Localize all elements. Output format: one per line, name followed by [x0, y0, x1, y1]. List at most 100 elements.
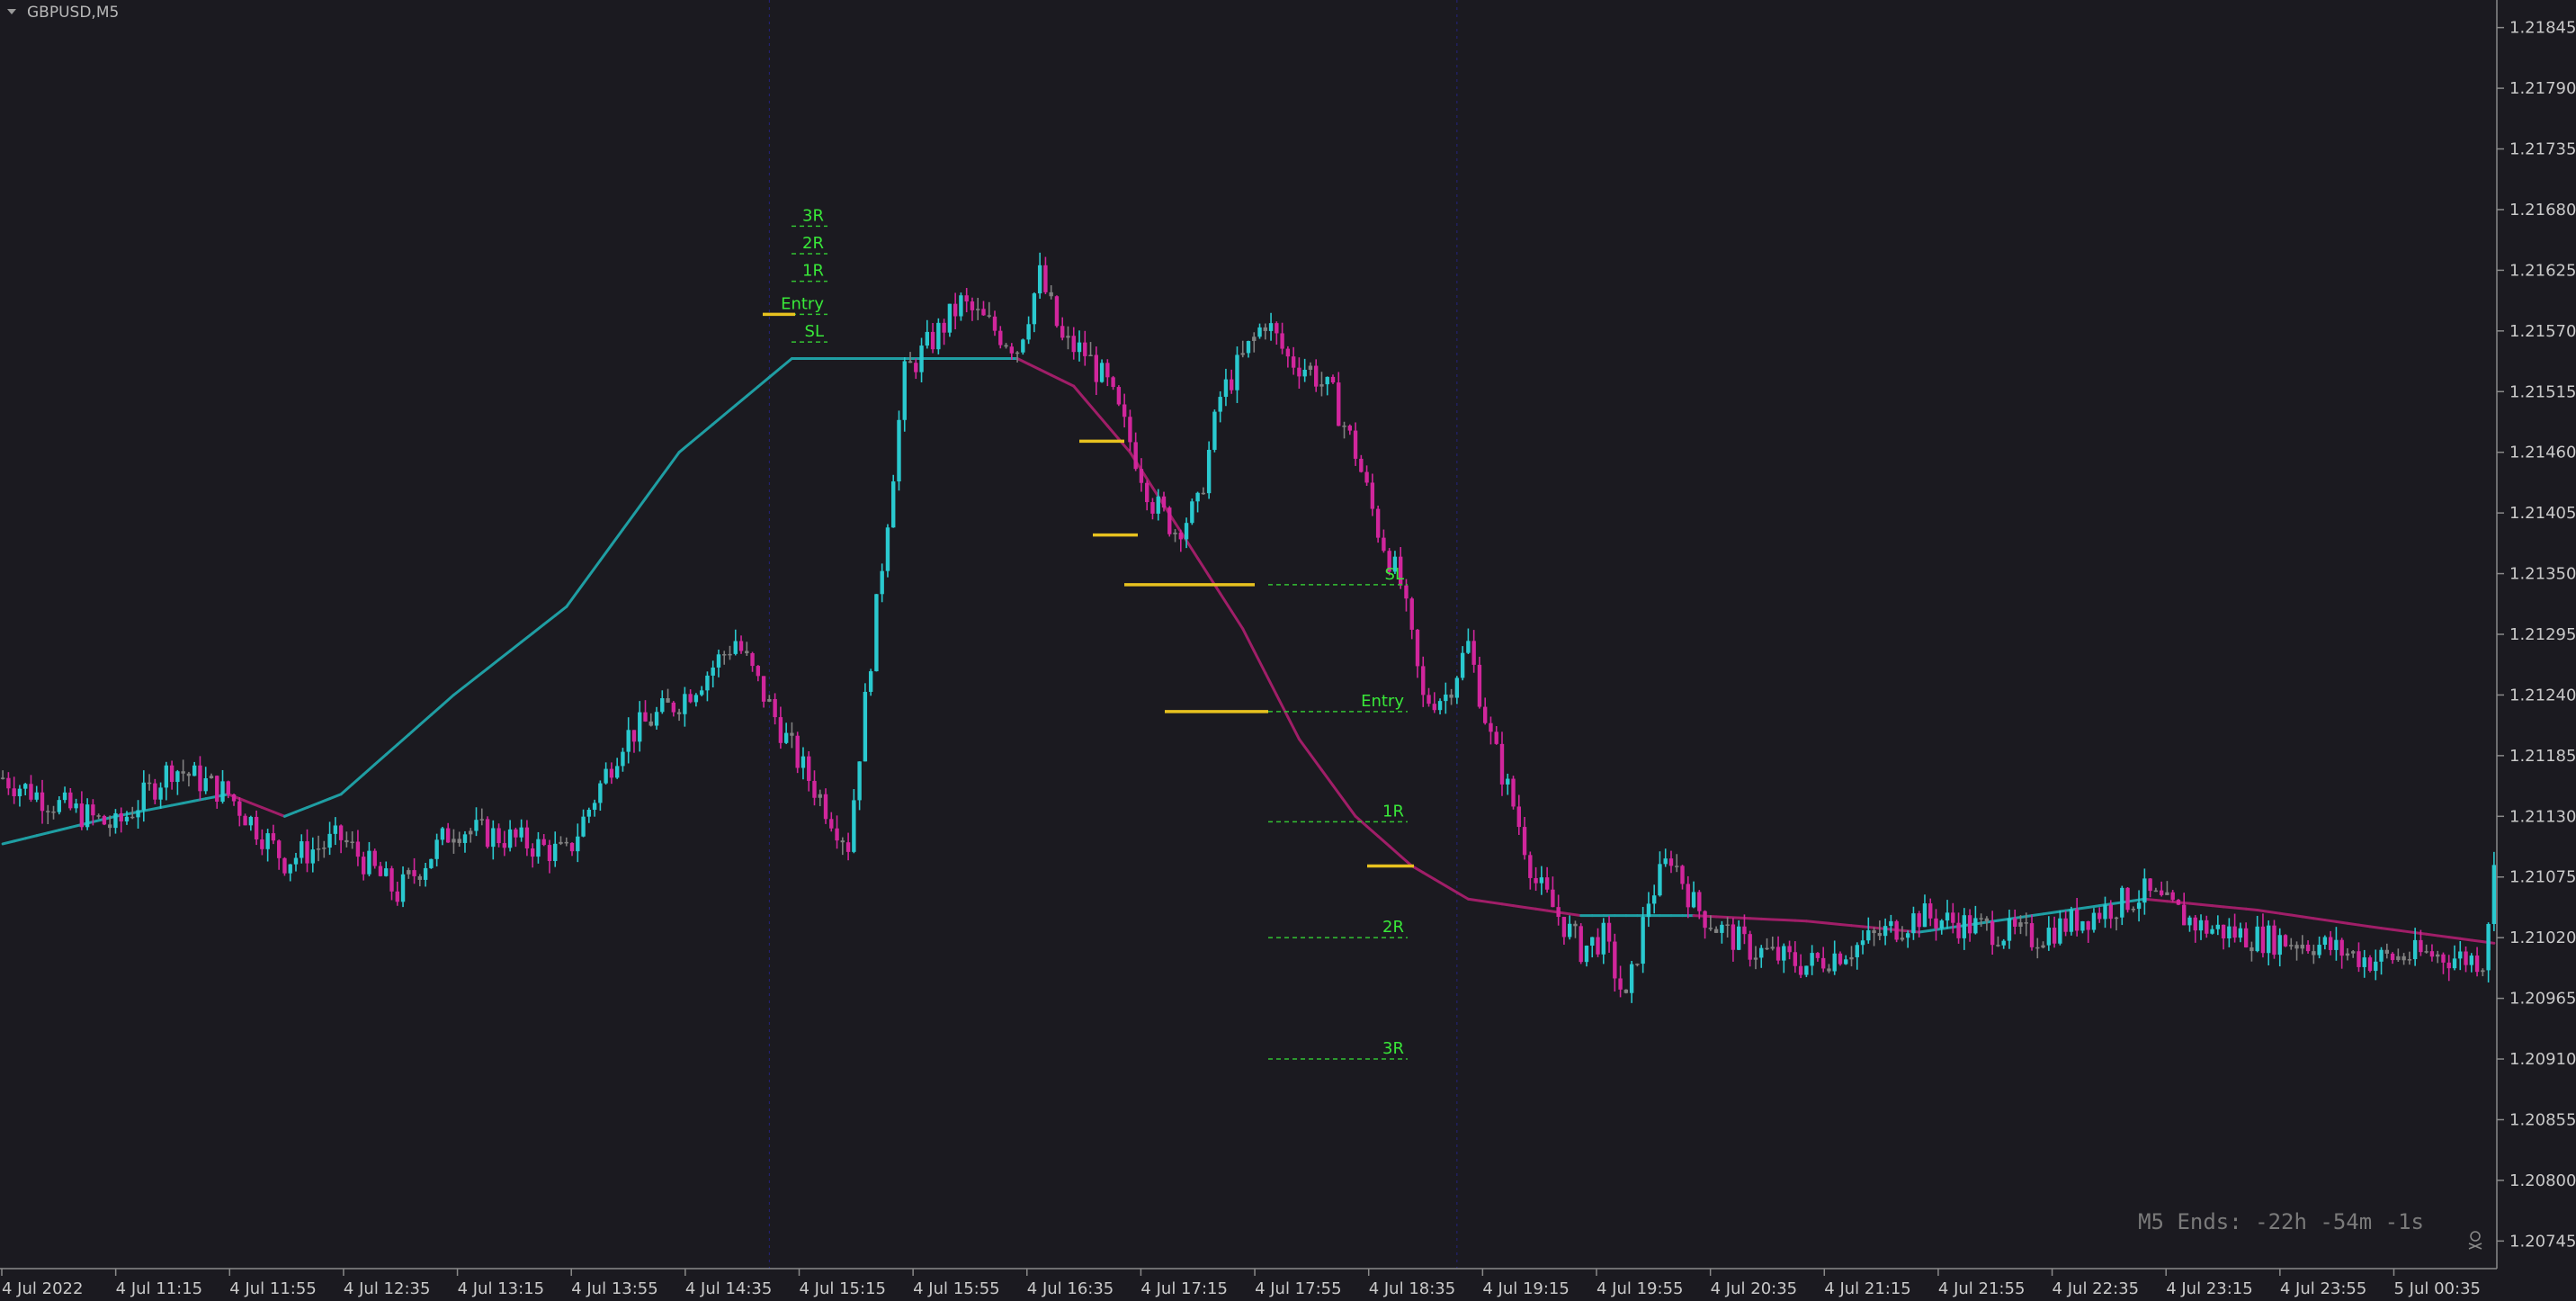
candle-body	[1494, 731, 1498, 744]
candle-body	[530, 848, 535, 857]
candle-body	[1437, 701, 1443, 711]
candle-body	[1347, 426, 1352, 431]
trade-level-label: Entry	[781, 294, 824, 313]
candle-body	[1928, 903, 1933, 919]
candle-body	[1178, 533, 1183, 540]
dropdown-triangle-icon[interactable]	[7, 9, 16, 14]
candle-body	[254, 816, 259, 839]
ma-segment	[373, 753, 388, 767]
candle-body	[1489, 722, 1493, 732]
candle-body	[959, 295, 963, 317]
candle-body	[2328, 937, 2333, 950]
candle-body	[40, 792, 45, 812]
ma-segment	[2458, 937, 2473, 942]
candle-body	[1145, 482, 1149, 503]
candle-body	[2289, 945, 2294, 947]
ma-segment	[1804, 920, 1820, 924]
candle-body	[1804, 965, 1809, 975]
ma-segment	[576, 574, 591, 593]
candle-body	[2491, 865, 2497, 924]
candle-body	[1911, 913, 1916, 934]
candle-body	[818, 794, 822, 798]
candle-body	[547, 845, 552, 862]
candle-body	[2001, 940, 2006, 946]
candle-body	[930, 331, 935, 350]
candle-body	[6, 777, 11, 789]
candle-body	[1161, 496, 1167, 508]
price-axis[interactable]: 1.21845 1.21790 1.21735 1.21680 1.21625 1.215…	[2497, 19, 2576, 1252]
candle-body	[1308, 365, 1313, 370]
candle-body	[1810, 953, 1814, 966]
ma-segment	[1264, 671, 1278, 696]
symbol-header[interactable]: GBPUSD,M5	[7, 4, 119, 22]
ma-segment	[1489, 901, 1504, 906]
candle-body	[2103, 904, 2107, 920]
candle-body	[987, 315, 991, 317]
candle-body	[1252, 336, 1257, 342]
ma-segment	[1782, 919, 1797, 922]
candle-body	[2063, 918, 2068, 932]
ma-segment	[1, 839, 16, 846]
candle-body	[2260, 926, 2266, 954]
candle-body	[1742, 926, 1747, 935]
trade-level-label: Entry	[1361, 692, 1404, 711]
candle-body	[96, 815, 101, 817]
candle-body	[1404, 585, 1409, 599]
candle-body	[12, 788, 16, 796]
candle-body	[2452, 958, 2457, 969]
candle-body	[1905, 933, 1910, 938]
candle-body	[130, 816, 135, 819]
candle-body	[852, 800, 856, 852]
candle-body	[2086, 920, 2090, 930]
candle-body	[1962, 915, 1967, 938]
candle-body	[783, 732, 789, 743]
time-tick-label: 4 Jul 15:15	[799, 1279, 886, 1298]
ma-segment	[317, 797, 332, 805]
ma-segment	[1343, 799, 1357, 818]
candle-body	[683, 694, 687, 714]
candle-body	[361, 857, 366, 875]
time-tick-label: 4 Jul 18:35	[1369, 1279, 1456, 1298]
candle-body	[1551, 889, 1555, 908]
time-tick-label: 4 Jul 11:55	[229, 1279, 317, 1298]
candle-body	[2210, 929, 2214, 934]
candle-body	[671, 702, 676, 713]
candle-body	[367, 850, 371, 875]
price-tick-label: 1.21735	[2509, 140, 2576, 159]
candle-body	[333, 825, 338, 834]
ma-segment	[46, 829, 61, 835]
price-tick-label: 1.21185	[2509, 747, 2576, 766]
candle-body	[181, 771, 185, 774]
candle-body	[970, 301, 975, 310]
ma-segment	[351, 773, 365, 786]
candle-body	[705, 675, 710, 691]
ma-segment	[1918, 929, 1932, 934]
candle-body	[2436, 954, 2440, 957]
candle-body	[738, 641, 744, 651]
candle-body	[2283, 935, 2288, 947]
candle-body	[553, 843, 558, 862]
candle-body	[2182, 904, 2187, 926]
candle-body	[638, 712, 642, 742]
ma-segment	[1478, 899, 1492, 904]
price-tick-label: 1.20855	[2509, 1110, 2576, 1129]
time-axis[interactable]: 4 Jul 2022 4 Jul 11:15 4 Jul 11:55 4 Jul 12…	[1, 1269, 2481, 1298]
candle-body	[1471, 641, 1476, 665]
candle-body	[1184, 523, 1189, 540]
candle-body	[1240, 353, 1245, 355]
ma-segment	[2301, 915, 2315, 920]
candle-body	[1190, 501, 1194, 524]
candle-body	[1820, 957, 1826, 969]
ma-segment	[1793, 919, 1808, 923]
candle-body	[1731, 924, 1736, 950]
ma-segment	[1230, 609, 1245, 631]
candle-body	[2165, 892, 2169, 895]
ma-segment	[1027, 363, 1042, 372]
ma-segment	[598, 543, 613, 562]
candle-body	[231, 794, 237, 802]
candle-body	[524, 827, 530, 848]
ma-segment	[306, 802, 320, 809]
candle-body	[676, 712, 682, 714]
